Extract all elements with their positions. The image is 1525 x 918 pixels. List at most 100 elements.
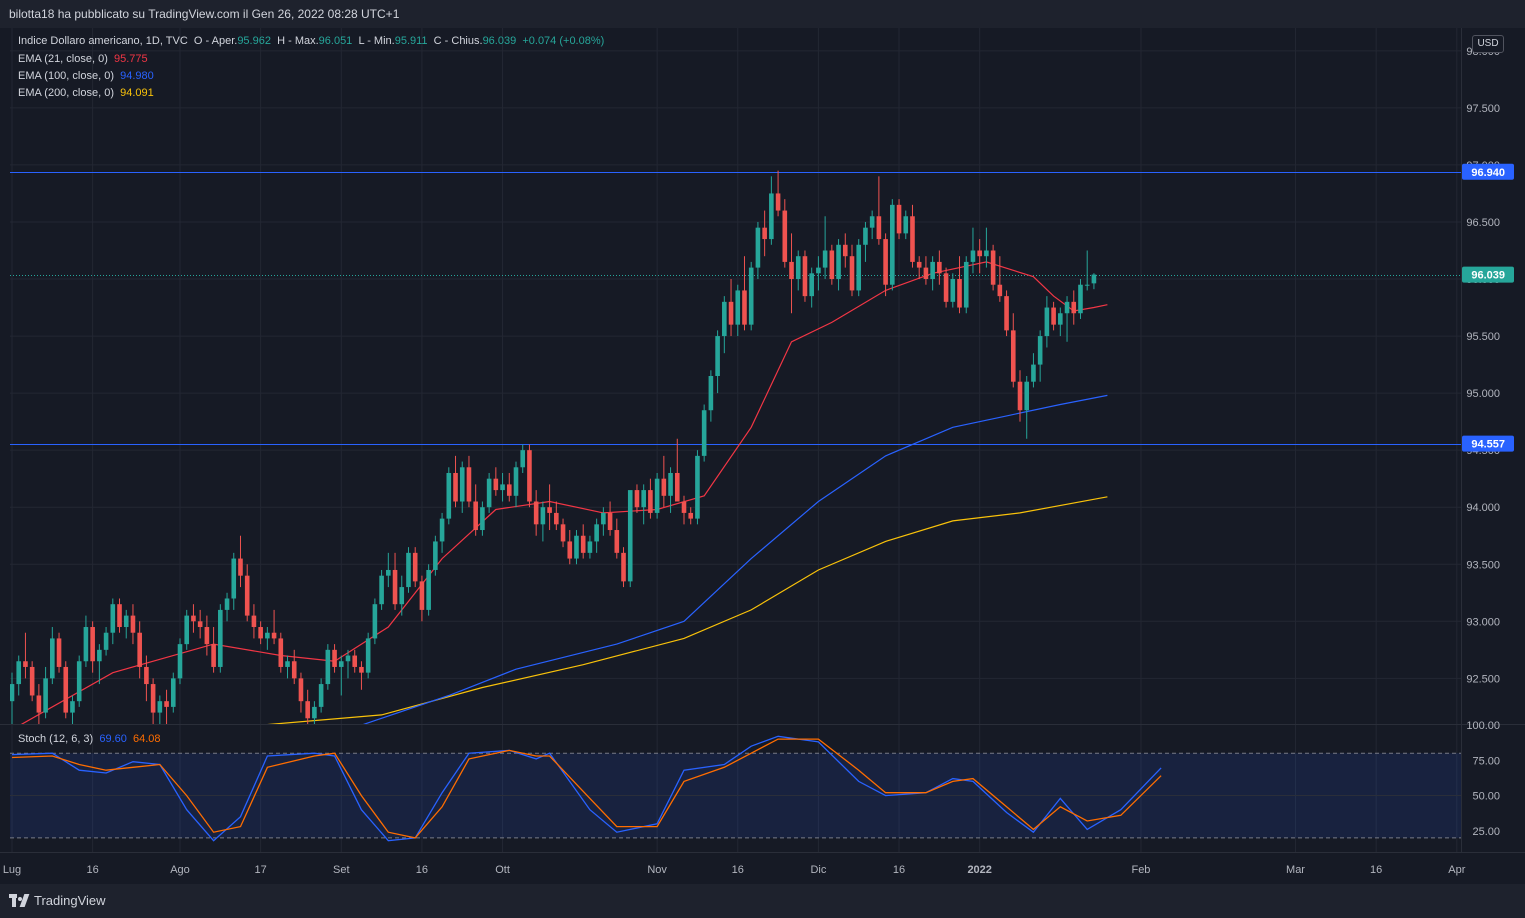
candle-up bbox=[1044, 296, 1050, 348]
publish-bar: bilotta18 ha pubblicato su TradingView.c… bbox=[0, 0, 1525, 28]
candle-down bbox=[352, 649, 358, 673]
candle-body bbox=[856, 244, 862, 291]
candle-up bbox=[372, 598, 378, 645]
legend-low-label: L - Min. bbox=[358, 35, 395, 47]
candle-body bbox=[607, 512, 613, 531]
candle-up bbox=[123, 609, 129, 639]
candle-body bbox=[500, 484, 505, 491]
candle-body bbox=[950, 279, 956, 302]
candle-body bbox=[298, 678, 304, 702]
candle-down bbox=[412, 547, 418, 588]
candle-body bbox=[963, 261, 969, 308]
candle-up bbox=[365, 632, 371, 679]
candle-body bbox=[83, 627, 89, 662]
ema100-legend: EMA (100, close, 0) 94.980 bbox=[18, 70, 154, 82]
currency-badge[interactable]: USD bbox=[1472, 35, 1504, 53]
candle-body bbox=[318, 684, 324, 707]
candle-body bbox=[453, 472, 458, 502]
candle-body bbox=[997, 284, 1003, 297]
candle-body bbox=[896, 204, 902, 234]
candle-body bbox=[164, 701, 169, 707]
candle-up bbox=[627, 490, 633, 588]
candle-body bbox=[244, 575, 250, 616]
x-tick-label: 17 bbox=[255, 864, 267, 876]
candle-body bbox=[123, 615, 129, 628]
candle-body bbox=[345, 655, 351, 662]
candle-body bbox=[486, 478, 492, 508]
price-label-text: 96.039 bbox=[1471, 270, 1505, 282]
candle-body bbox=[204, 627, 210, 645]
candle-down bbox=[359, 661, 364, 690]
candle-up bbox=[748, 261, 754, 331]
candle-down bbox=[191, 604, 196, 633]
candle-down bbox=[782, 199, 788, 268]
candle-up bbox=[312, 701, 317, 724]
candle-body bbox=[63, 666, 69, 713]
candle-up bbox=[863, 221, 868, 262]
candle-up bbox=[641, 484, 646, 525]
candle-up bbox=[708, 370, 714, 422]
x-tick-label: 16 bbox=[87, 864, 99, 876]
stoch-tick-label: 75.00 bbox=[1472, 755, 1500, 767]
candle-down bbox=[829, 244, 835, 285]
candle-body bbox=[419, 581, 425, 610]
candle-body bbox=[1024, 381, 1030, 411]
price-label-bg bbox=[1462, 435, 1514, 452]
candle-down bbox=[674, 438, 680, 502]
candle-up bbox=[950, 273, 956, 308]
candle-down bbox=[251, 604, 257, 639]
candle-body bbox=[493, 478, 499, 491]
candle-body bbox=[406, 552, 411, 588]
ema200-line bbox=[267, 496, 1108, 724]
x-tick-label: Lug bbox=[3, 864, 21, 876]
candle-body bbox=[574, 535, 579, 559]
candle-body bbox=[681, 501, 687, 513]
candle-up bbox=[903, 210, 909, 240]
candle-down bbox=[164, 689, 169, 724]
candle-body bbox=[399, 587, 405, 605]
ema100-line bbox=[362, 394, 1108, 724]
candle-body bbox=[540, 507, 546, 525]
stoch-d-value: 64.08 bbox=[133, 733, 161, 745]
candle-body bbox=[769, 193, 774, 240]
ema200-label: EMA (200, close, 0) bbox=[18, 87, 114, 99]
y-tick-label: 94.000 bbox=[1466, 502, 1500, 514]
candle-body bbox=[957, 279, 962, 308]
candle-up bbox=[856, 239, 862, 297]
ema100-value: 94.980 bbox=[120, 70, 154, 82]
candle-body bbox=[594, 524, 599, 542]
candle-body bbox=[1084, 284, 1090, 286]
legend-high: 96.051 bbox=[318, 35, 353, 47]
candle-body bbox=[265, 632, 270, 639]
candle-up bbox=[715, 330, 720, 394]
candle-up bbox=[426, 564, 431, 616]
candle-body bbox=[110, 604, 116, 633]
candle-down bbox=[271, 609, 277, 645]
candle-body bbox=[197, 621, 203, 628]
candle-down bbox=[1051, 301, 1056, 331]
candle-body bbox=[177, 644, 183, 679]
candle-up bbox=[1064, 296, 1070, 342]
candle-up bbox=[520, 444, 526, 473]
candle-body bbox=[977, 250, 982, 257]
candle-up bbox=[97, 644, 102, 685]
x-tick-label: 16 bbox=[732, 864, 744, 876]
candle-down bbox=[634, 484, 640, 513]
candle-down bbox=[506, 472, 512, 502]
candle-body bbox=[70, 701, 75, 713]
candle-down bbox=[789, 233, 794, 314]
chart-canvas[interactable]: 92.50093.00093.50094.00094.50095.00095.5… bbox=[0, 0, 1525, 884]
candle-up bbox=[231, 552, 237, 610]
legend-open-label: O - Aper. bbox=[193, 35, 238, 47]
ema21-value: 95.775 bbox=[114, 53, 148, 65]
candle-body bbox=[789, 261, 794, 280]
ema21-label: EMA (21, close, 0) bbox=[18, 53, 108, 65]
candle-body bbox=[722, 301, 727, 337]
candle-up bbox=[822, 216, 828, 280]
candle-body bbox=[224, 598, 230, 610]
candle-down bbox=[527, 444, 532, 508]
candle-body bbox=[816, 267, 821, 274]
candle-body bbox=[554, 512, 559, 525]
candle-body bbox=[520, 450, 526, 468]
